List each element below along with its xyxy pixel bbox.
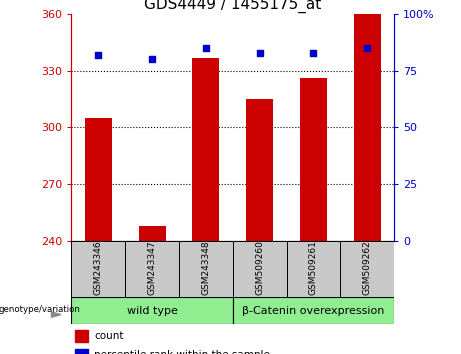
Bar (179, 241, 233, 297)
Point (95, 52, 102, 58)
Text: percentile rank within the sample: percentile rank within the sample (94, 350, 270, 354)
Bar (193, 58, 219, 241)
Point (364, 45, 371, 51)
Text: wild type: wild type (127, 306, 177, 316)
Polygon shape (52, 312, 61, 317)
Bar (75, 349, 88, 354)
Bar (139, 225, 165, 241)
Point (202, 45, 210, 51)
Bar (233, 241, 287, 297)
Text: count: count (94, 331, 124, 341)
Point (148, 57, 156, 62)
Bar (125, 241, 179, 297)
Text: GSM509261: GSM509261 (309, 240, 318, 295)
Bar (340, 241, 394, 297)
Bar (85, 118, 112, 241)
Bar (75, 330, 88, 342)
Bar (300, 78, 327, 241)
Bar (71, 297, 233, 324)
Title: GDS4449 / 1455175_at: GDS4449 / 1455175_at (144, 0, 321, 13)
Text: GSM243348: GSM243348 (201, 241, 210, 295)
Bar (71, 241, 125, 297)
Bar (354, 14, 381, 241)
Point (310, 50, 317, 56)
Text: β-Catenin overexpression: β-Catenin overexpression (242, 306, 384, 316)
Text: GSM509262: GSM509262 (363, 240, 372, 295)
Text: GSM509260: GSM509260 (255, 240, 264, 295)
Text: GSM243347: GSM243347 (148, 241, 157, 295)
Text: genotype/variation: genotype/variation (0, 305, 80, 314)
Point (256, 50, 263, 56)
Bar (233, 297, 394, 324)
Bar (246, 99, 273, 241)
Text: GSM243346: GSM243346 (94, 241, 103, 295)
Bar (287, 241, 340, 297)
